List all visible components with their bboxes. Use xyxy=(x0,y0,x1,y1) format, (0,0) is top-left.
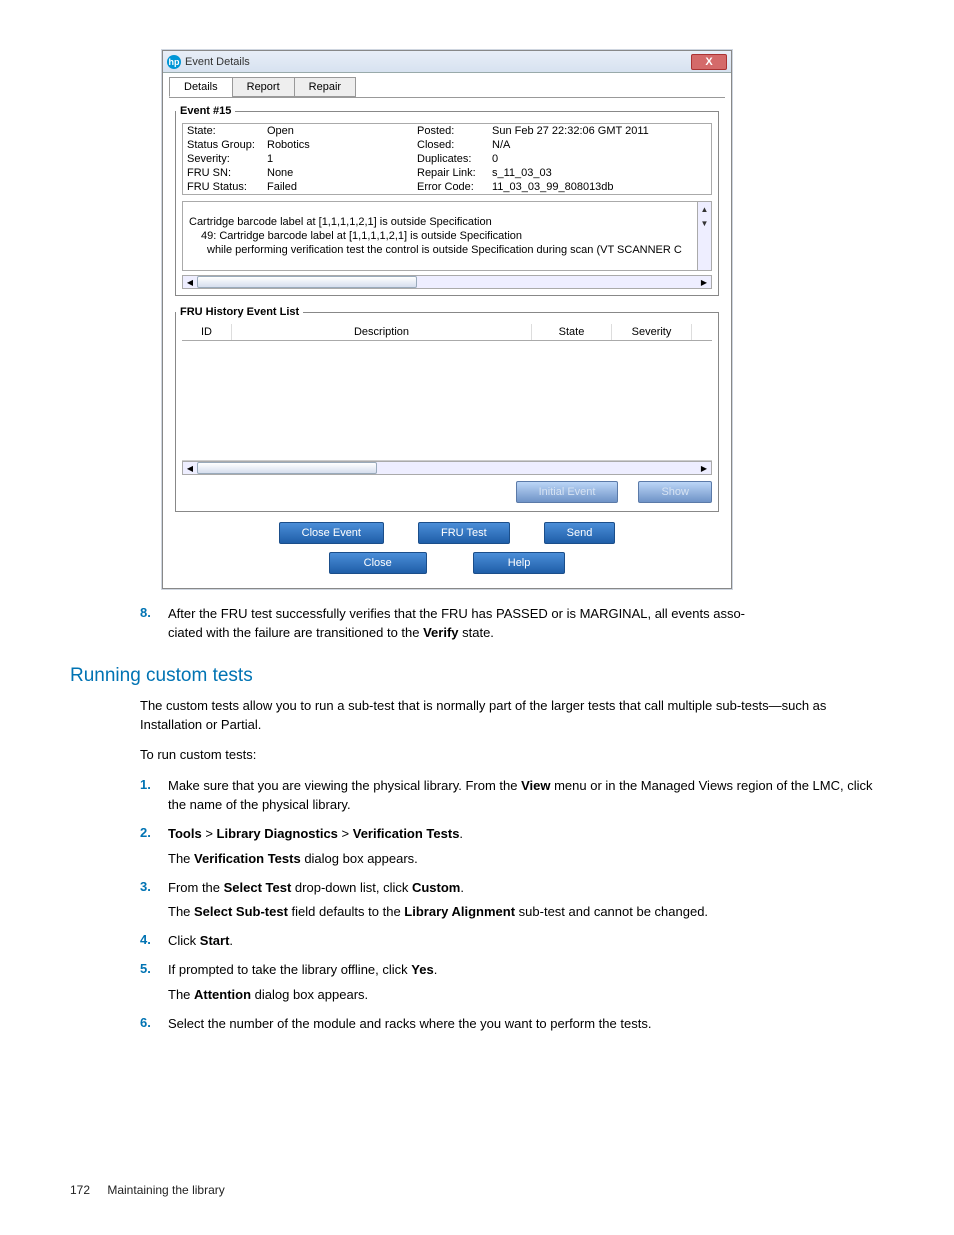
step-text: Select the number of the module and rack… xyxy=(168,1015,884,1034)
message-box: Cartridge barcode label at [1,1,1,1,2,1]… xyxy=(182,201,712,271)
fru-table-body xyxy=(182,341,712,461)
sub-text: The Attention dialog box appears. xyxy=(168,986,884,1005)
statusgroup-label: Status Group: xyxy=(183,138,263,152)
frusn-value: None xyxy=(263,166,413,180)
fru-horizontal-scrollbar[interactable]: ◀ ▶ xyxy=(182,461,712,475)
scroll-thumb[interactable] xyxy=(197,462,377,474)
show-button[interactable]: Show xyxy=(638,481,712,503)
errorcode-label: Error Code: xyxy=(413,180,488,194)
severity-label: Severity: xyxy=(183,152,263,166)
message-line: while performing verification test the c… xyxy=(189,244,693,258)
severity-value: 1 xyxy=(263,152,413,166)
frustatus-label: FRU Status: xyxy=(183,180,263,194)
initial-event-button[interactable]: Initial Event xyxy=(516,481,619,503)
paragraph: To run custom tests: xyxy=(140,746,884,765)
step-number: 2. xyxy=(140,825,168,844)
statusgroup-value: Robotics xyxy=(263,138,413,152)
step-number: 8. xyxy=(140,605,168,643)
step-number: 5. xyxy=(140,961,168,980)
scroll-right-icon[interactable]: ▶ xyxy=(697,278,711,287)
event-details-dialog: hp Event Details X Details Report Repair… xyxy=(162,50,732,589)
sub-text: The Verification Tests dialog box appear… xyxy=(168,850,884,869)
vertical-scrollbar[interactable]: ▲ ▼ xyxy=(697,202,711,270)
posted-label: Posted: xyxy=(413,124,488,138)
step-text: Click Start. xyxy=(168,932,884,951)
dialog-title: Event Details xyxy=(185,56,250,68)
step-number: 4. xyxy=(140,932,168,951)
duplicates-label: Duplicates: xyxy=(413,152,488,166)
scroll-down-icon[interactable]: ▼ xyxy=(698,216,711,230)
frustatus-value: Failed xyxy=(263,180,413,194)
page-number: 172 xyxy=(70,1183,104,1197)
step-number: 6. xyxy=(140,1015,168,1034)
scroll-up-icon[interactable]: ▲ xyxy=(698,202,711,216)
step-number: 3. xyxy=(140,879,168,898)
section-heading: Running custom tests xyxy=(70,665,884,687)
repairlink-value: s_11_03_03 xyxy=(488,166,711,180)
posted-value: Sun Feb 27 22:32:06 GMT 2011 xyxy=(488,124,711,138)
state-label: State: xyxy=(183,124,263,138)
fru-history-legend: FRU History Event List xyxy=(176,306,303,318)
state-value: Open xyxy=(263,124,413,138)
horizontal-scrollbar[interactable]: ◀ ▶ xyxy=(182,275,712,289)
dialog-tabbar: Details Report Repair xyxy=(163,73,731,97)
scroll-right-icon[interactable]: ▶ xyxy=(697,464,711,473)
errorcode-value: 11_03_03_99_808013db xyxy=(488,180,711,194)
hp-logo-icon: hp xyxy=(167,55,181,69)
duplicates-value: 0 xyxy=(488,152,711,166)
sub-text: The Select Sub-test field defaults to th… xyxy=(168,903,884,922)
step-text: If prompted to take the library offline,… xyxy=(168,961,884,980)
step-text: Make sure that you are viewing the physi… xyxy=(168,777,884,815)
closed-label: Closed: xyxy=(413,138,488,152)
repairlink-label: Repair Link: xyxy=(413,166,488,180)
event-fields-grid: State: Open Posted: Sun Feb 27 22:32:06 … xyxy=(182,123,712,195)
step-text: Tools > Library Diagnostics > Verificati… xyxy=(168,825,884,844)
closed-value: N/A xyxy=(488,138,711,152)
message-line: 49: Cartridge barcode label at [1,1,1,1,… xyxy=(189,230,693,244)
tab-report[interactable]: Report xyxy=(232,77,295,97)
close-event-button[interactable]: Close Event xyxy=(279,522,384,544)
page-footer: 172 Maintaining the library xyxy=(70,1183,225,1197)
send-button[interactable]: Send xyxy=(544,522,616,544)
scroll-left-icon[interactable]: ◀ xyxy=(183,278,197,287)
tab-details[interactable]: Details xyxy=(169,77,233,97)
scroll-thumb[interactable] xyxy=(197,276,417,288)
close-button[interactable]: Close xyxy=(329,552,427,574)
dialog-titlebar: hp Event Details X xyxy=(163,51,731,73)
col-severity: Severity xyxy=(612,324,692,340)
event-legend: Event #15 xyxy=(176,105,235,117)
close-icon[interactable]: X xyxy=(691,54,727,70)
tab-repair[interactable]: Repair xyxy=(294,77,356,97)
col-id: ID xyxy=(182,324,232,340)
step-text: From the Select Test drop-down list, cli… xyxy=(168,879,884,898)
event-fieldset: Event #15 State: Open Posted: Sun Feb 27… xyxy=(175,105,719,296)
col-state: State xyxy=(532,324,612,340)
fru-table-header: ID Description State Severity xyxy=(182,324,712,341)
paragraph: The custom tests allow you to run a sub-… xyxy=(140,697,884,735)
step-number: 1. xyxy=(140,777,168,815)
help-button[interactable]: Help xyxy=(473,552,566,574)
frusn-label: FRU SN: xyxy=(183,166,263,180)
chapter-title: Maintaining the library xyxy=(107,1183,224,1197)
col-description: Description xyxy=(232,324,532,340)
scroll-left-icon[interactable]: ◀ xyxy=(183,464,197,473)
message-line: Cartridge barcode label at [1,1,1,1,2,1]… xyxy=(189,216,693,230)
fru-test-button[interactable]: FRU Test xyxy=(418,522,510,544)
fru-history-fieldset: FRU History Event List ID Description St… xyxy=(175,306,719,512)
step-text: After the FRU test successfully verifies… xyxy=(168,605,884,643)
